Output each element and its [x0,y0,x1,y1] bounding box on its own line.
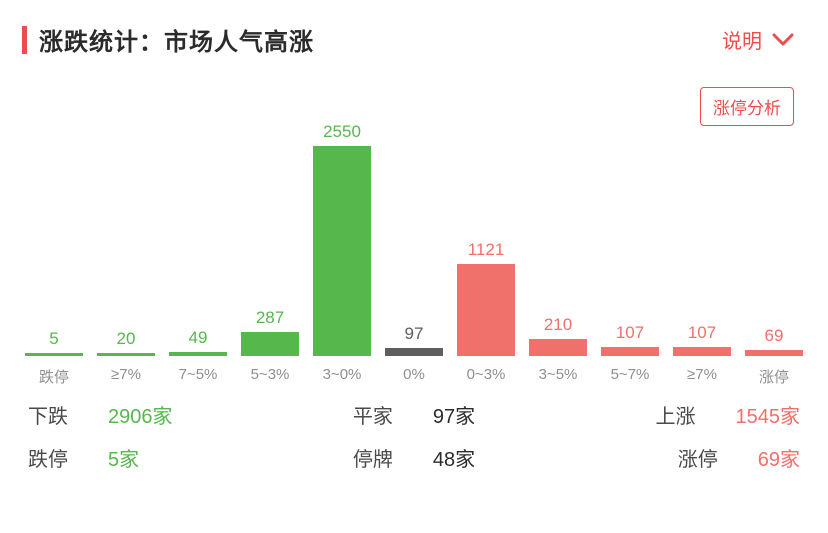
title-accent-bar [22,26,27,54]
summary-table: 下跌 2906家 平家 97家 上涨 1545家跌停 5家 停牌 48家 涨停 69家 [0,386,828,472]
summary-value: 2906家 [108,400,173,429]
summary-value: 48家 [433,443,475,472]
bar-value-label: 210 [544,315,572,335]
bar-column: 97 0% [378,324,450,386]
bar [745,350,803,356]
bar [241,332,299,356]
bar-value-label: 107 [688,323,716,343]
summary-pair: 上涨 1545家 [560,400,800,429]
summary-label: 跌停 [28,443,68,472]
title-wrap: 涨跌统计：市场人气高涨 [22,22,314,57]
summary-value: 69家 [758,443,800,472]
bar-value-label: 287 [256,308,284,328]
summary-row: 跌停 5家 停牌 48家 涨停 69家 [28,443,800,472]
summary-label: 涨停 [678,443,718,472]
bar-column: 2550 3~0% [306,122,378,386]
limit-up-analysis-button[interactable]: 涨停分析 [700,87,794,126]
bar-column: 69 涨停 [738,326,810,386]
bar-value-label: 97 [405,324,424,344]
up-down-bar-chart: 5跌停20≥7%497~5%2875~3%25503~0%970%11210~3… [0,126,828,386]
bar-category-label: 5~7% [611,366,650,386]
bar [673,347,731,356]
bar [169,352,227,356]
summary-pair: 平家 97家 [314,400,514,429]
bar-column: 107 5~7% [594,323,666,386]
summary-value: 1545家 [736,400,801,429]
summary-label: 上涨 [656,400,696,429]
bar [313,146,371,356]
bar-value-label: 107 [616,323,644,343]
bar-value-label: 1121 [468,240,505,260]
bar-column: 20 ≥7% [90,329,162,386]
bar [457,264,515,356]
bar-value-label: 69 [765,326,784,346]
bar-column: 1121 0~3% [450,240,522,386]
summary-row: 下跌 2906家 平家 97家 上涨 1545家 [28,400,800,429]
bar-category-label: 跌停 [39,366,69,386]
bar-column: 5 跌停 [18,329,90,386]
bar-column: 210 3~5% [522,315,594,386]
summary-label: 停牌 [353,443,393,472]
header: 涨跌统计：市场人气高涨 说明 [0,0,828,57]
bar [529,339,587,356]
summary-pair: 涨停 69家 [560,443,800,472]
bar-column: 107 ≥7% [666,323,738,386]
summary-label: 下跌 [28,400,68,429]
bar-value-label: 5 [49,329,58,349]
bar-value-label: 49 [189,328,208,348]
chevron-down-icon [772,33,794,47]
bar [601,347,659,356]
summary-pair: 跌停 5家 [28,443,268,472]
bar-value-label: 20 [117,329,136,349]
bar-category-label: 涨停 [759,366,789,386]
bar-column: 49 7~5% [162,328,234,386]
summary-value: 97家 [433,400,475,429]
bar-category-label: ≥7% [687,366,717,386]
summary-pair: 停牌 48家 [314,443,514,472]
summary-pair: 下跌 2906家 [28,400,268,429]
bar [97,353,155,356]
page-title: 涨跌统计：市场人气高涨 [39,22,314,57]
bar-column: 287 5~3% [234,308,306,386]
bar-category-label: 0~3% [467,366,506,386]
analysis-row: 涨停分析 [0,57,828,126]
explain-label: 说明 [722,25,762,54]
bar-value-label: 2550 [323,122,361,142]
bar-category-label: ≥7% [111,366,141,386]
bar-category-label: 7~5% [179,366,218,386]
bar [25,353,83,356]
bar-category-label: 0% [403,366,425,386]
summary-value: 5家 [108,443,139,472]
bar [385,348,443,356]
bar-category-label: 3~5% [539,366,578,386]
bar-category-label: 5~3% [251,366,290,386]
explain-button[interactable]: 说明 [722,25,794,54]
bar-category-label: 3~0% [323,366,362,386]
summary-label: 平家 [353,400,393,429]
